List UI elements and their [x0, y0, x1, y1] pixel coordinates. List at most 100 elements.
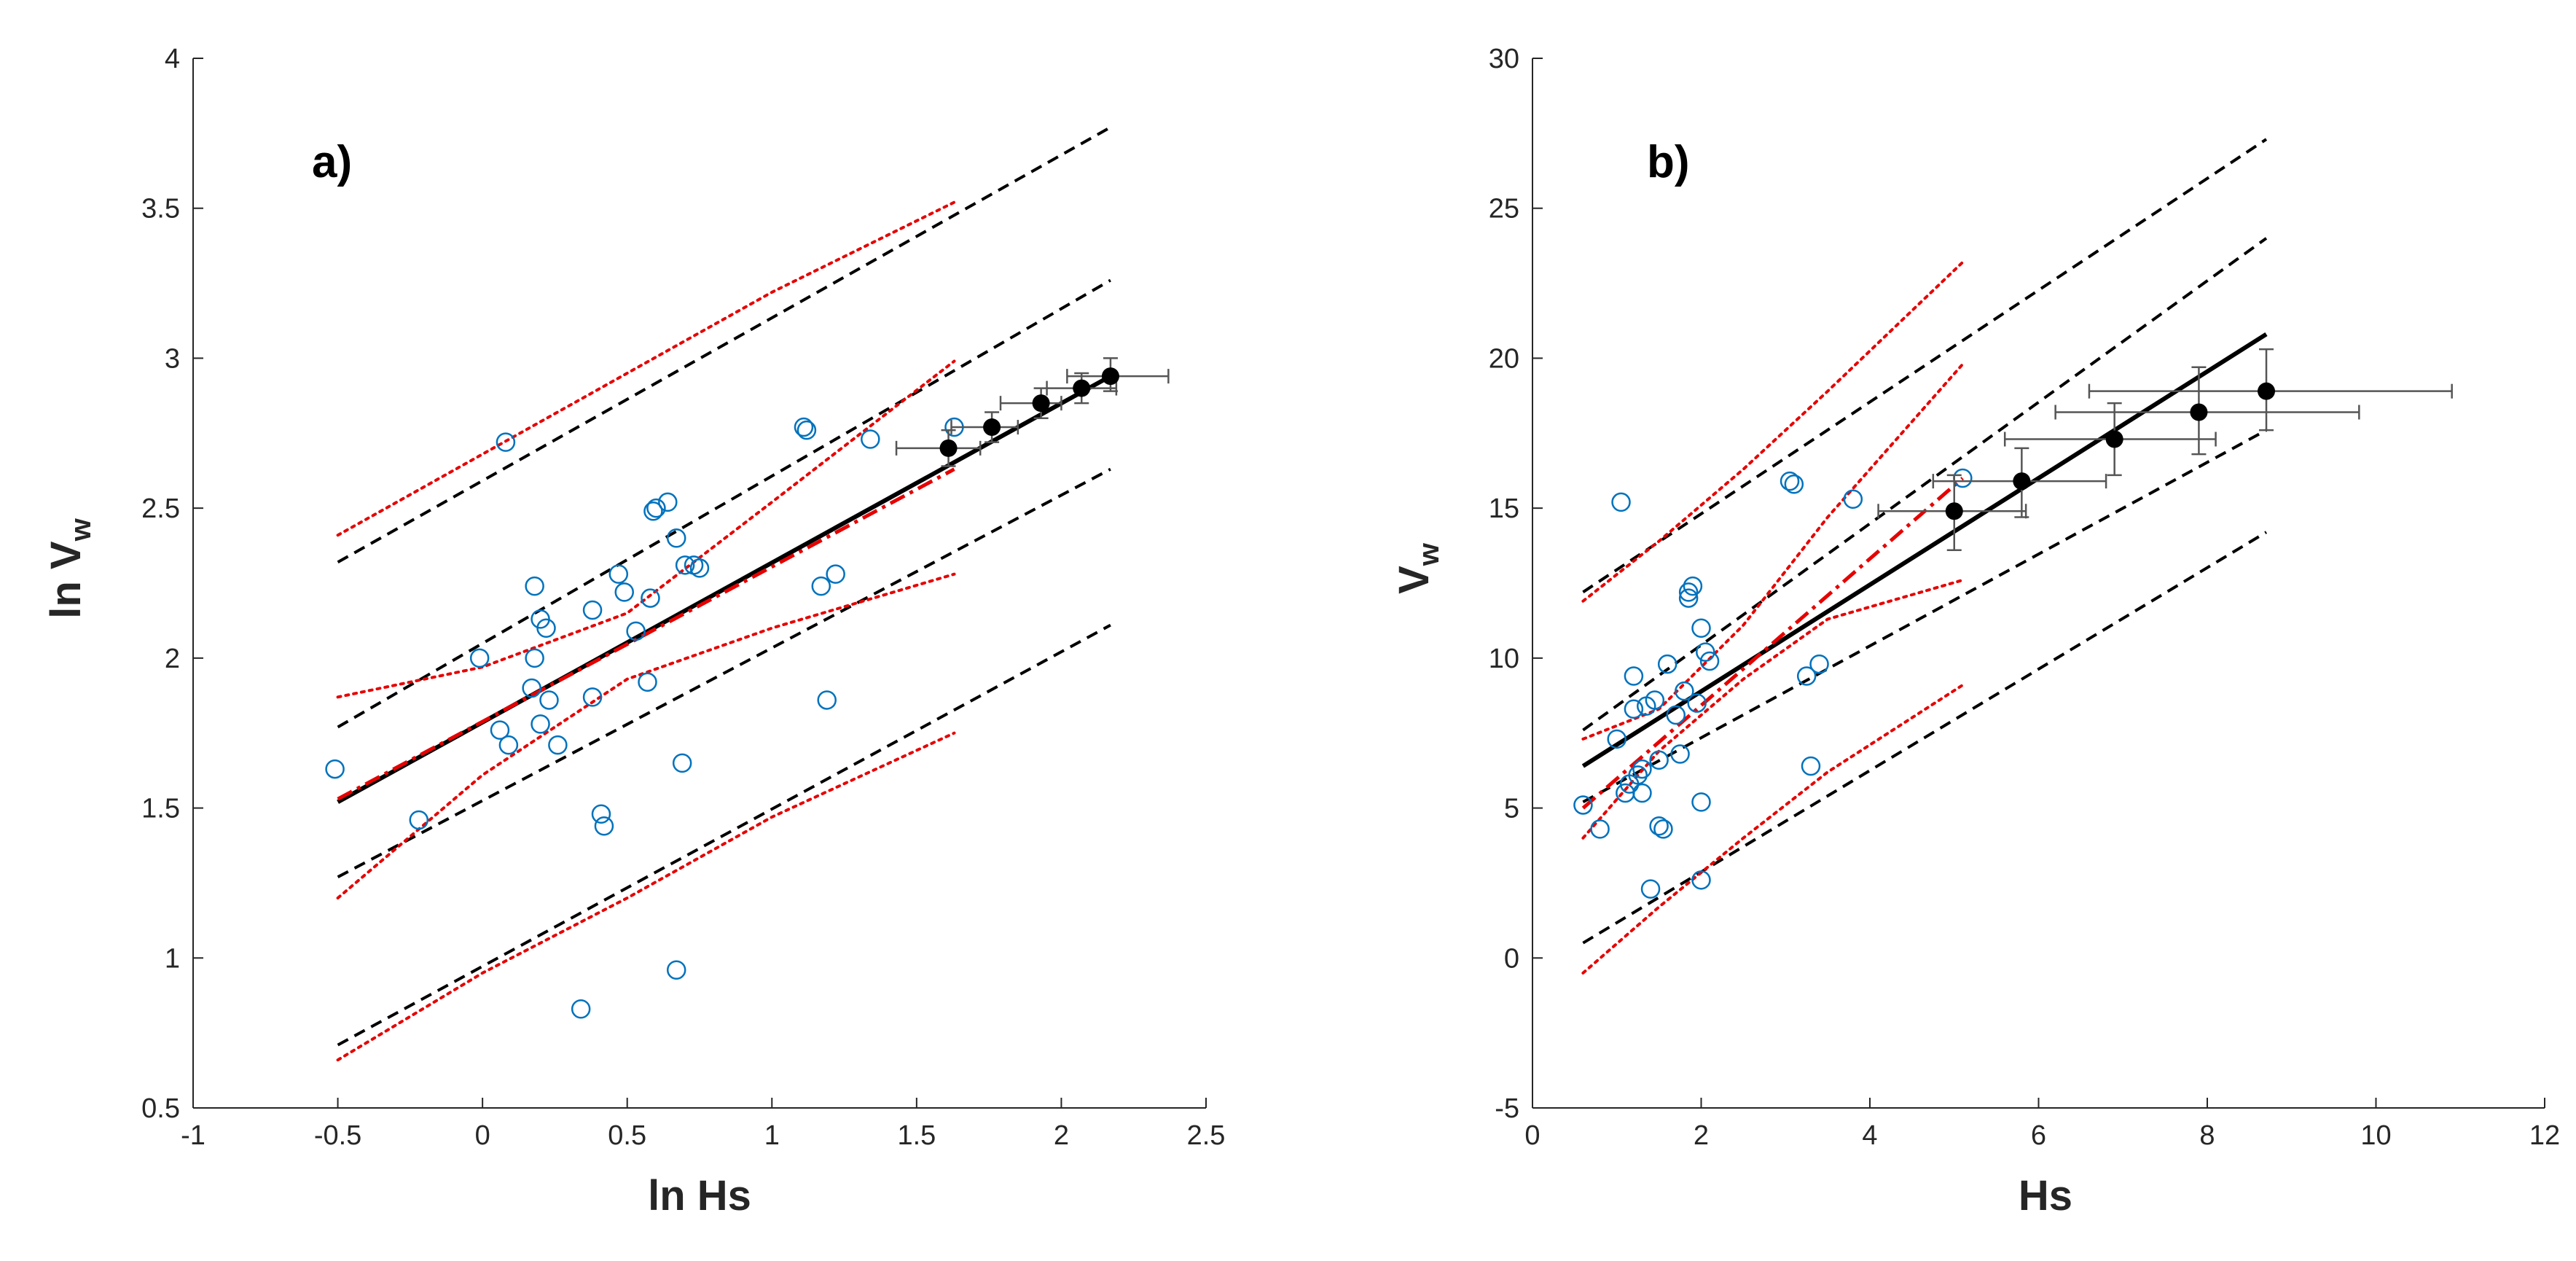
panel-b-observation-point	[1699, 651, 1720, 671]
panel-b-observation-point	[1796, 666, 1817, 686]
panel-b-observation-fit-line	[1581, 477, 1964, 810]
panel-b-observation-point	[1607, 729, 1626, 749]
panel-b-observation-point	[1611, 492, 1631, 512]
panel-a-y-tick-label: 2.5	[141, 493, 180, 524]
panel-b-x-tick-label: 0	[1524, 1120, 1540, 1151]
panel-a-binned-means	[895, 357, 1170, 467]
panel-a-y-tick-label: 0.5	[141, 1093, 180, 1124]
panel-a-observation-point	[689, 558, 710, 578]
panel-a-observation-point	[582, 600, 603, 620]
panel-b-observations	[1573, 468, 1973, 899]
panel-a-observation-point	[582, 687, 603, 707]
panel-b-observation-point	[1628, 765, 1648, 785]
panel-b-x-axis-title: Hs	[2019, 1172, 2072, 1219]
panel-a-observations	[325, 417, 964, 1019]
panel-b-observation-point	[1780, 471, 1800, 491]
panel-b-observation-point	[1590, 819, 1610, 839]
panel-b-y-axis-title-subscript: w	[1413, 542, 1445, 566]
panel-a-observation-point	[614, 582, 634, 602]
panel-a-y-tick-label: 3	[165, 343, 180, 374]
panel-a-axes: -1 -0.5 0 0.5 1 1.5 2 2.5 0.5 1 1.5 2 2.5 3 3.5 4	[141, 44, 1225, 1151]
panel-a-y-tick-label: 1	[165, 943, 180, 974]
panel-a-confidence-bound-lower-line	[337, 467, 1111, 878]
panel-a-observation-point	[525, 576, 544, 596]
panel-b-observation-point	[1649, 816, 1669, 836]
panel-a-observation-point	[325, 759, 345, 779]
panel-a-observation-point	[490, 720, 510, 740]
panel-b-x-tick-label: 4	[1862, 1120, 1877, 1151]
panel-a-confidence-bound-upper-line	[337, 278, 1111, 729]
panel-a-observation-point	[638, 672, 657, 692]
panel-b-observation-point	[1649, 750, 1669, 770]
panel-b-observation-point	[1632, 759, 1652, 779]
panel-b-observation-point	[1653, 819, 1673, 839]
panel-a-binned-mean-point	[1101, 367, 1119, 386]
panel-b-y-tick-label: 0	[1504, 943, 1519, 974]
panel-b-observation-point	[1640, 879, 1661, 899]
panel-a-observation-point	[608, 564, 629, 584]
panel-a-x-tick-label: 2.5	[1187, 1120, 1226, 1151]
panel-a-y-axis-title-subscript: w	[65, 518, 97, 542]
panel-a-observation-point	[641, 588, 660, 608]
panel-b-observation-point	[1573, 795, 1593, 815]
panel-a-y-axis-title-main: ln V	[42, 541, 90, 619]
panel-a-observation-point	[522, 678, 541, 698]
panel-a-observation-point	[811, 576, 831, 596]
panel-a-y-axis-title: ln Vw	[42, 518, 97, 618]
panel-b-y-tick-label: 5	[1504, 794, 1519, 824]
panel-a-regression-fit-line	[337, 374, 1112, 804]
panel-b-lines	[1581, 138, 2268, 975]
panel-a-binned-mean-point	[1073, 379, 1091, 397]
panel-a-prediction-bound-upper-line	[337, 125, 1111, 563]
panel-a-observation-point	[666, 960, 686, 980]
panel-b-y-axis-title-main: V	[1390, 566, 1438, 594]
panel-a-observation-point	[817, 690, 837, 710]
panel-a-x-tick-label: -1	[181, 1120, 205, 1151]
panel-a-binned-mean-point	[983, 418, 1001, 437]
panel-b-y-tick-label: 20	[1489, 343, 1519, 374]
panel-a-observation-point	[861, 429, 880, 449]
panel-b-x-tick-label: 2	[1694, 1120, 1709, 1151]
panel-b-observation-point	[1624, 666, 1644, 686]
panel-b-observation-prediction-lower-line	[1581, 683, 1965, 975]
panel-b-y-tick-label: 15	[1489, 493, 1519, 524]
panel-a-x-tick-label: 2	[1054, 1120, 1069, 1151]
panel-a-binned-mean-point	[1032, 394, 1050, 413]
panel-a-y-tick-label: 1.5	[141, 794, 180, 824]
panel-a-observation-point	[666, 528, 686, 548]
panel-a-y-tick-label: 2	[165, 644, 180, 674]
panel-a-observation-point	[525, 648, 544, 668]
panel-a: a) ln Hs ln Vw -1 -0.5 0 0.5 1 1.5 2 2.5 0.5 1 1.5…	[42, 44, 1225, 1219]
panel-a-observation-point	[672, 753, 692, 773]
panel-a-observation-point	[675, 555, 695, 575]
panel-b-x-tick-label: 12	[2529, 1120, 2560, 1151]
panel-a-binned-mean-point	[939, 439, 958, 457]
panel-b-y-axis-title: Vw	[1390, 542, 1445, 594]
panel-b-confidence-bound-lower-line	[1582, 429, 2267, 804]
panel-a-x-tick-label: 1	[764, 1120, 780, 1151]
panel-b-binned-mean-point	[2190, 403, 2208, 421]
panel-b-observation-point	[1645, 690, 1665, 710]
panel-b-observation-point	[1666, 705, 1686, 725]
panel-b-regression-fit-line	[1581, 332, 2268, 768]
panel-b-prediction-bound-upper-line	[1582, 138, 2268, 593]
panel-b-prediction-bound-lower-line	[1582, 531, 2268, 945]
panel-b-observation-point	[1809, 654, 1829, 674]
panel-a-observation-point	[498, 735, 519, 755]
panel-a-observation-point	[531, 714, 550, 734]
panel-a-observation-point	[591, 804, 611, 824]
panel-a-observation-fit-line	[337, 467, 955, 801]
panel-b-observation-point	[1624, 699, 1644, 719]
panel-a-observation-point	[409, 810, 429, 830]
panel-a-observation-point	[796, 420, 817, 440]
panel-a-observation-prediction-lower-line	[336, 731, 956, 1062]
panel-b-observation-point	[1657, 654, 1677, 674]
panel-a-observation-point	[826, 564, 845, 584]
panel-b-confidence-bound-upper-line	[1582, 237, 2268, 732]
panel-a-observation-point	[548, 735, 568, 755]
panel-a-observation-point	[571, 999, 591, 1019]
panel-b-observation-point	[1670, 744, 1690, 764]
panel-b-observation-point	[1683, 576, 1703, 596]
